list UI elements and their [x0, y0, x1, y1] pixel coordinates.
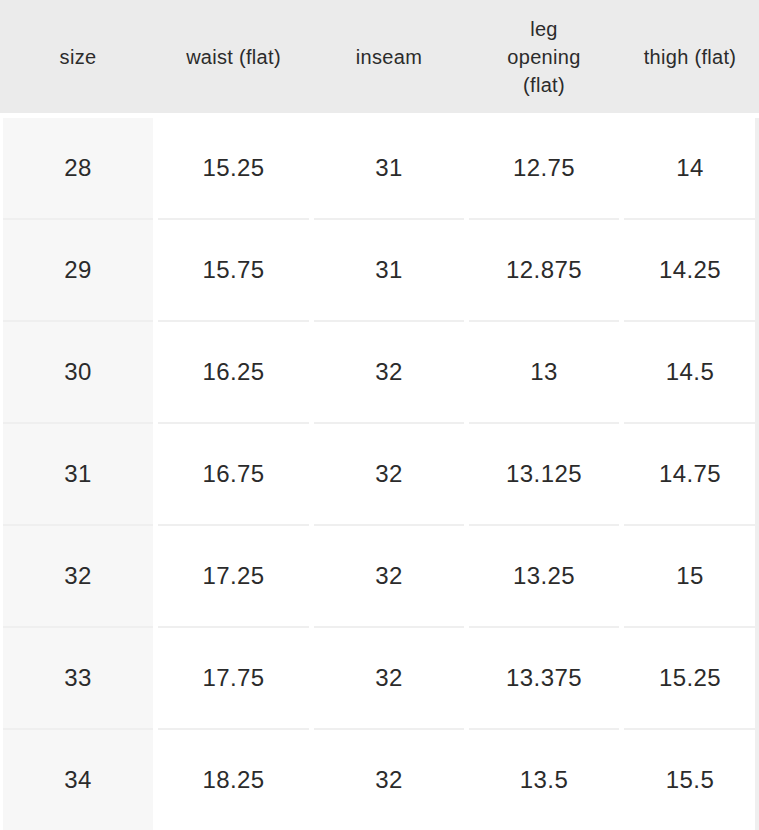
size-cell: 33	[3, 628, 153, 730]
waist-cell: 17.25	[158, 526, 309, 628]
leg-opening-cell: 13	[469, 322, 619, 424]
header-row: size waist (flat) inseam leg opening (fl…	[3, 0, 756, 118]
leg-opening-cell: 13.25	[469, 526, 619, 628]
table-row: 31 16.75 32 13.125 14.75	[3, 424, 756, 526]
waist-cell: 17.75	[158, 628, 309, 730]
size-chart: size waist (flat) inseam leg opening (fl…	[0, 0, 759, 830]
leg-opening-cell: 13.125	[469, 424, 619, 526]
leg-opening-cell: 13.375	[469, 628, 619, 730]
column-header-waist-label: waist (flat)	[186, 46, 281, 68]
right-edge-divider	[755, 118, 759, 830]
size-cell: 31	[3, 424, 153, 526]
size-chart-table: size waist (flat) inseam leg opening (fl…	[0, 0, 759, 830]
column-header-thigh: thigh (flat)	[624, 0, 756, 118]
thigh-cell: 14.25	[624, 220, 756, 322]
column-header-size: size	[3, 0, 153, 118]
waist-cell: 15.75	[158, 220, 309, 322]
thigh-cell: 15.25	[624, 628, 756, 730]
inseam-cell: 32	[314, 628, 464, 730]
table-row: 30 16.25 32 13 14.5	[3, 322, 756, 424]
column-header-leg-opening: leg opening (flat)	[469, 0, 619, 118]
inseam-cell: 32	[314, 322, 464, 424]
thigh-cell: 15	[624, 526, 756, 628]
thigh-cell: 14	[624, 118, 756, 220]
size-cell: 32	[3, 526, 153, 628]
column-header-size-label: size	[60, 43, 97, 71]
inseam-cell: 32	[314, 526, 464, 628]
thigh-cell: 14.5	[624, 322, 756, 424]
inseam-cell: 31	[314, 220, 464, 322]
waist-cell: 16.25	[158, 322, 309, 424]
size-cell: 28	[3, 118, 153, 220]
waist-cell: 16.75	[158, 424, 309, 526]
waist-cell: 15.25	[158, 118, 309, 220]
leg-opening-cell: 12.875	[469, 220, 619, 322]
column-header-waist: waist (flat)	[158, 0, 309, 118]
thigh-cell: 14.75	[624, 424, 756, 526]
inseam-cell: 32	[314, 730, 464, 830]
table-row: 34 18.25 32 13.5 15.5	[3, 730, 756, 830]
leg-opening-cell: 12.75	[469, 118, 619, 220]
column-header-thigh-label: thigh (flat)	[644, 46, 737, 68]
size-cell: 29	[3, 220, 153, 322]
table-row: 28 15.25 31 12.75 14	[3, 118, 756, 220]
leg-opening-cell: 13.5	[469, 730, 619, 830]
column-header-inseam: inseam	[314, 0, 464, 118]
inseam-cell: 31	[314, 118, 464, 220]
table-row: 29 15.75 31 12.875 14.25	[3, 220, 756, 322]
waist-cell: 18.25	[158, 730, 309, 830]
table-row: 33 17.75 32 13.375 15.25	[3, 628, 756, 730]
column-header-inseam-label: inseam	[356, 46, 422, 68]
size-cell: 34	[3, 730, 153, 830]
column-header-leg-opening-label: leg opening (flat)	[501, 15, 587, 99]
thigh-cell: 15.5	[624, 730, 756, 830]
inseam-cell: 32	[314, 424, 464, 526]
size-cell: 30	[3, 322, 153, 424]
table-row: 32 17.25 32 13.25 15	[3, 526, 756, 628]
